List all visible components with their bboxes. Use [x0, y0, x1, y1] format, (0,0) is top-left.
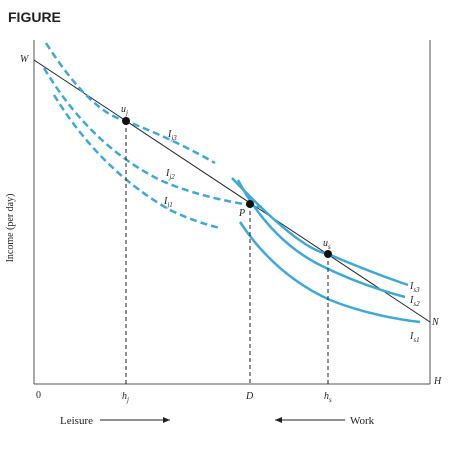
y-axis-title: Income (per day) [5, 194, 16, 263]
point-p [246, 200, 254, 208]
p-label: P [238, 208, 245, 219]
is1-label: Is1 [409, 331, 420, 344]
n-label: N [431, 317, 440, 328]
curve-is3 [231, 177, 409, 287]
ij1-label: Ij1 [163, 196, 173, 209]
curve-ij3 [44, 42, 216, 165]
is2-label: Is2 [409, 295, 420, 308]
h-label: H [433, 376, 442, 387]
solid-curves [231, 177, 421, 324]
point-uj [122, 117, 130, 125]
ij2-label: Ij2 [165, 168, 175, 181]
curve-is2 [236, 179, 406, 299]
hs-tick-label: hs [324, 391, 332, 404]
work-label: Work [350, 415, 375, 427]
dashed-curves [42, 42, 263, 230]
is3-label: Is3 [409, 281, 420, 294]
point-us [324, 250, 332, 258]
d-tick-label: D [245, 391, 254, 402]
ij3-label: Ij3 [167, 129, 177, 142]
hj-tick-label: hj [122, 391, 129, 404]
w-label: W [20, 54, 30, 65]
curve-ij1 [52, 94, 221, 230]
uj-label: uj [121, 104, 128, 117]
figure-heading: FIGURE [8, 9, 61, 25]
curve-ij2 [42, 67, 263, 209]
budget-line [33, 59, 431, 323]
leisure-label: Leisure [60, 415, 93, 427]
origin-label: 0 [36, 390, 41, 401]
us-label: us [323, 238, 331, 251]
curve-is1 [238, 221, 421, 324]
drop-lines [125, 121, 329, 384]
